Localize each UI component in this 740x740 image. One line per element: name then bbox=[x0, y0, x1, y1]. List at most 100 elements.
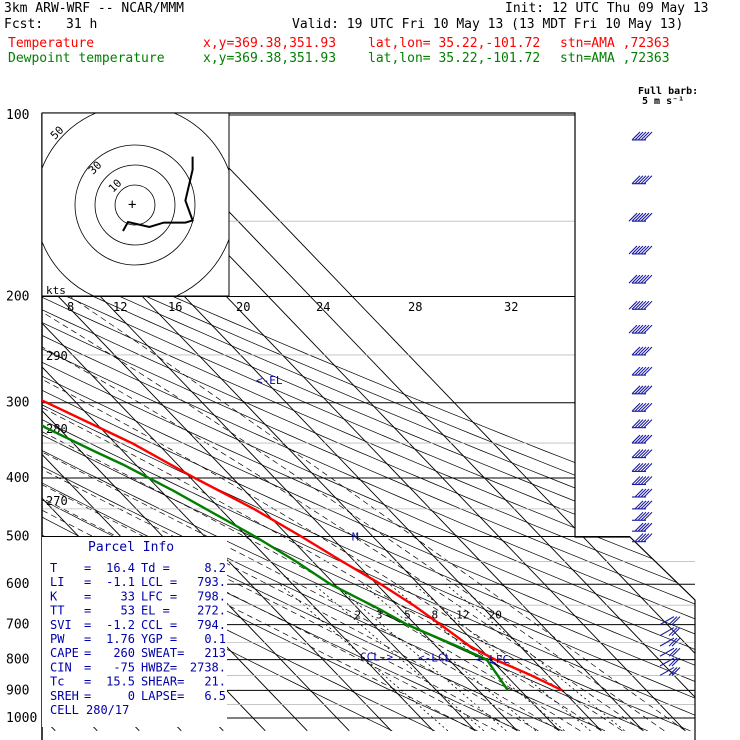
wind-barb-shaft bbox=[659, 627, 675, 637]
wind-barb-flag bbox=[631, 324, 641, 334]
wind-barb-flag bbox=[631, 419, 641, 429]
wind-barb-shaft bbox=[659, 616, 675, 626]
wind-barb bbox=[632, 522, 653, 532]
m-marker: M bbox=[352, 530, 359, 543]
hodograph-ring bbox=[114, 184, 156, 226]
dry-adiabat bbox=[42, 114, 695, 732]
wind-barb-flag bbox=[637, 449, 647, 459]
wind-barb-flag bbox=[637, 346, 647, 356]
hodograph-speed-tick: 32 bbox=[504, 300, 518, 314]
wind-barb-flag bbox=[637, 522, 647, 532]
moist-adiabat bbox=[42, 296, 539, 732]
wind-barb-flag bbox=[628, 274, 638, 284]
moist-adiabat bbox=[42, 296, 581, 732]
parcel-key: SWEAT= bbox=[141, 646, 184, 660]
wind-barb-flag bbox=[668, 657, 678, 667]
wind-barb-flag bbox=[637, 476, 647, 485]
wind-barb bbox=[628, 274, 653, 284]
moist-adiabat bbox=[42, 296, 602, 732]
wind-barb-flag bbox=[643, 533, 653, 543]
parcel-value: 8.2 bbox=[204, 561, 226, 575]
parcel-key: LI bbox=[50, 575, 64, 589]
wind-barb-flag bbox=[637, 434, 647, 444]
parcel-key: SREH bbox=[50, 689, 79, 703]
isotherm-line bbox=[0, 102, 13, 731]
dry-adiabat bbox=[42, 114, 695, 732]
wind-barb-flag bbox=[640, 385, 650, 395]
parcel-value: -1.1 bbox=[106, 575, 135, 589]
parcel-value: 0 bbox=[128, 689, 135, 703]
dry-adiabat bbox=[42, 114, 695, 732]
wind-barb bbox=[631, 419, 653, 429]
moist-adiabat bbox=[42, 296, 497, 732]
pressure-label: 900 bbox=[6, 683, 29, 698]
wind-barb-flag bbox=[643, 274, 653, 284]
wind-barb-shaft bbox=[659, 637, 675, 647]
parcel-value: 260 bbox=[113, 646, 135, 660]
wind-barb-flag bbox=[668, 637, 678, 647]
wind-barb bbox=[631, 366, 653, 376]
parcel-key: CIN bbox=[50, 660, 72, 674]
wind-barb-flag bbox=[643, 131, 653, 141]
wind-barb-flag bbox=[631, 131, 641, 141]
parcel-eq: = bbox=[84, 561, 91, 575]
wind-barb-flag bbox=[631, 274, 641, 284]
wind-barb bbox=[632, 533, 653, 543]
pressure-label: 300 bbox=[6, 396, 29, 411]
wind-barb-flag bbox=[643, 449, 653, 459]
parcel-key: SHEAR= bbox=[141, 675, 184, 689]
parcel-eq: = bbox=[84, 589, 91, 603]
wind-barb-flag bbox=[668, 616, 678, 625]
wind-barb-flag bbox=[640, 511, 650, 521]
parcel-eq: = bbox=[84, 632, 91, 646]
dewpoint-latlon: lat,lon= 35.22,-101.72 bbox=[368, 51, 541, 66]
wind-barb-flag bbox=[634, 476, 644, 485]
wind-barb bbox=[631, 385, 653, 395]
parcel-eq: = bbox=[84, 689, 91, 703]
parcel-eq: = bbox=[84, 646, 91, 660]
wind-barb-flag bbox=[637, 488, 647, 498]
parcel-value: 2738. bbox=[190, 660, 226, 674]
parcel-info-title: Parcel Info bbox=[88, 540, 174, 555]
wind-barb-flag bbox=[631, 300, 641, 310]
wind-barb-flag bbox=[631, 175, 641, 185]
wind-barb bbox=[631, 476, 653, 486]
wind-barb bbox=[659, 616, 681, 626]
parcel-value: 798. bbox=[197, 589, 226, 603]
wind-barb-flag bbox=[640, 300, 650, 310]
parcel-key: LAPSE= bbox=[141, 689, 184, 703]
temperature-station: stn=AMA ,72363 bbox=[560, 36, 670, 51]
wind-barb-flag bbox=[643, 346, 653, 356]
wind-barb-flag bbox=[634, 212, 644, 222]
parcel-value: 0.1 bbox=[204, 632, 226, 646]
wind-barb bbox=[628, 324, 653, 334]
wind-barb-flag bbox=[634, 245, 644, 255]
wind-barb-flag bbox=[637, 274, 647, 284]
wind-barb bbox=[632, 511, 653, 521]
wind-barb-shaft bbox=[659, 666, 675, 676]
wind-barb-flag bbox=[637, 402, 647, 412]
wind-barb-flag bbox=[643, 522, 653, 532]
mixing-ratio-label: 3 bbox=[376, 609, 383, 622]
wind-barb bbox=[631, 402, 653, 412]
wind-barb-flag bbox=[634, 366, 644, 376]
dewpoint-legend: Dewpoint temperature bbox=[8, 51, 165, 66]
wind-barb bbox=[632, 500, 653, 510]
pressure-label: 700 bbox=[6, 618, 29, 633]
dry-adiabat bbox=[42, 114, 695, 732]
dry-adiabat bbox=[42, 114, 695, 732]
dewpoint-xy: x,y=369.38,351.93 bbox=[203, 51, 337, 66]
wind-barb-flag bbox=[628, 212, 638, 222]
wind-barb-flag bbox=[640, 346, 650, 356]
wind-barb bbox=[659, 647, 681, 657]
wind-barb-flag bbox=[634, 511, 644, 521]
wind-barb-flag bbox=[634, 274, 644, 284]
wind-barb-flag bbox=[634, 131, 644, 141]
hodograph-speed-tick: 16 bbox=[168, 300, 182, 314]
dry-adiabat-label: 280 bbox=[46, 422, 68, 436]
wind-barb-flag bbox=[643, 402, 653, 412]
mixing-ratio-line bbox=[313, 583, 485, 732]
isotherm-line bbox=[42, 113, 392, 732]
wind-barb-flag bbox=[631, 463, 641, 472]
